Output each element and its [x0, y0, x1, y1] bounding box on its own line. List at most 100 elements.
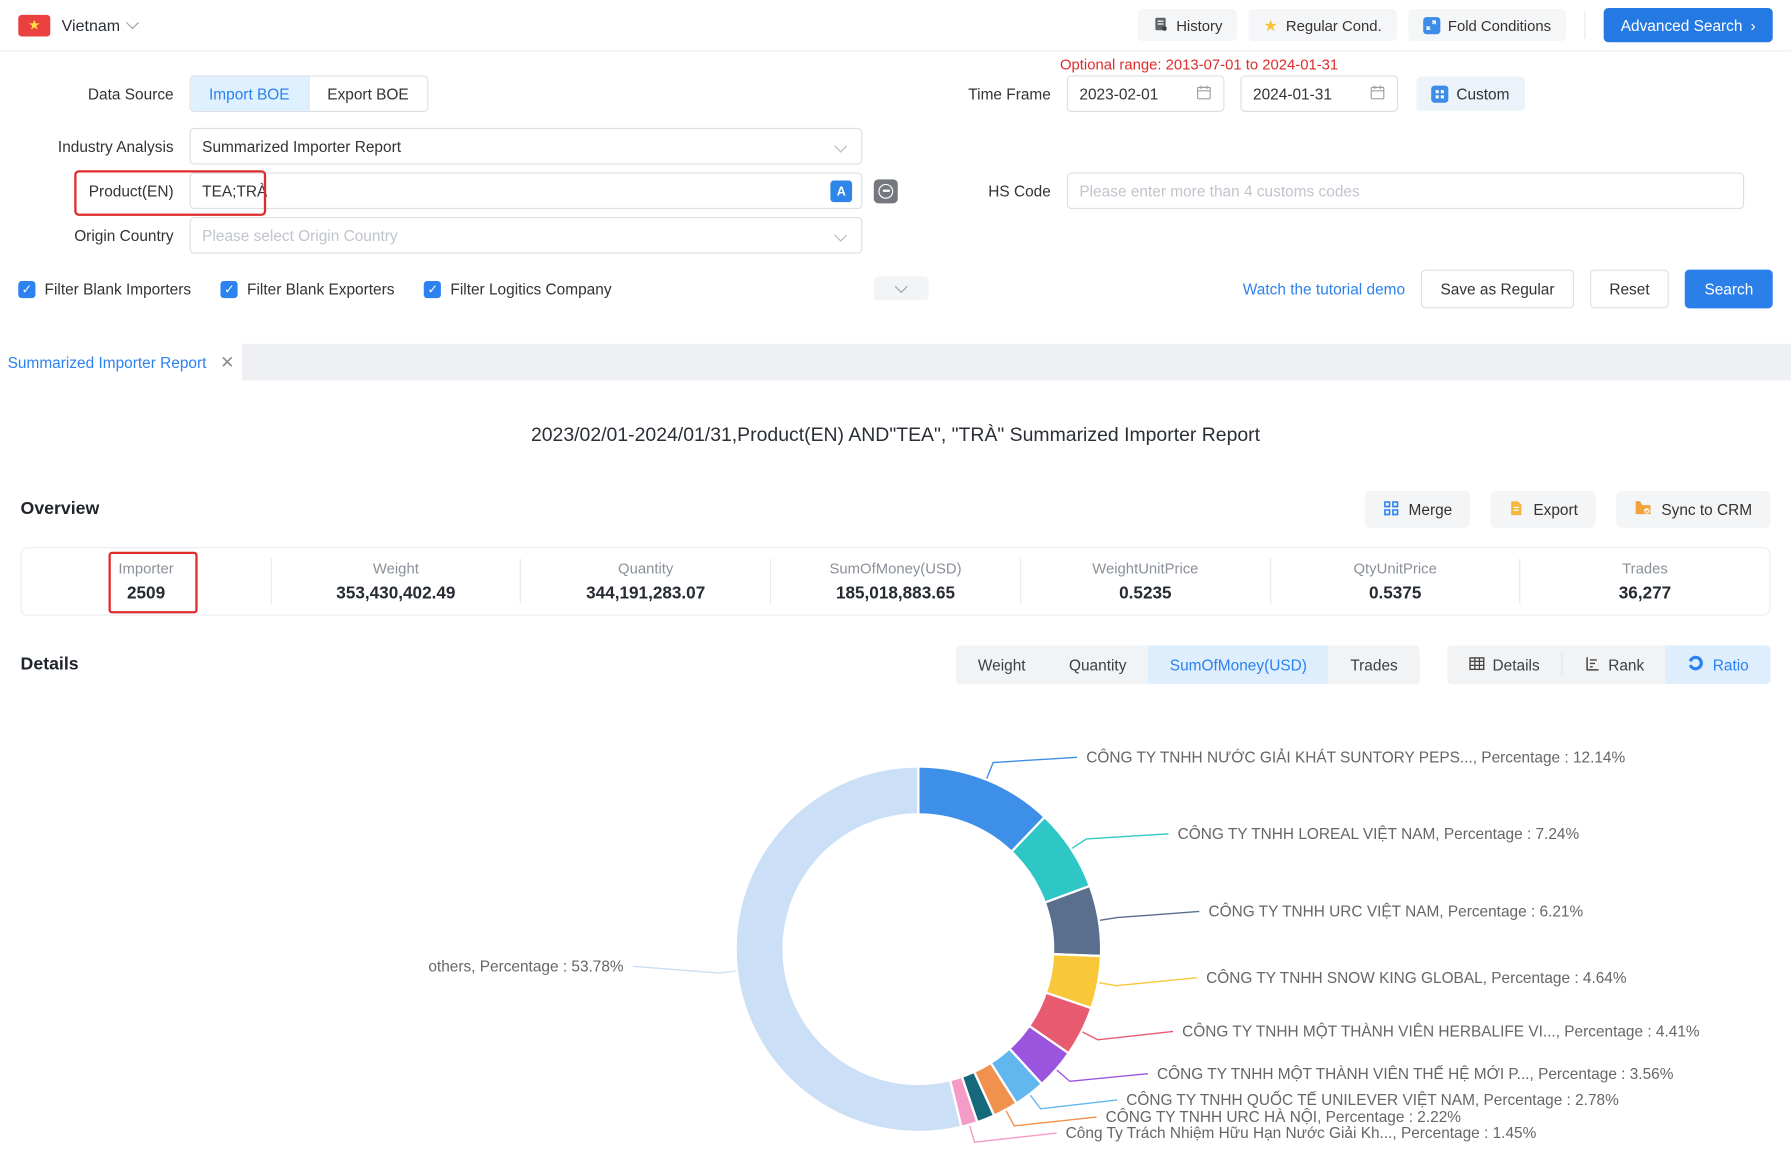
vietnam-flag-icon: ★: [18, 14, 50, 36]
metric-tab-trades[interactable]: Trades: [1329, 645, 1420, 684]
merge-button[interactable]: Merge: [1365, 491, 1470, 528]
donut-chart-icon: [1688, 654, 1705, 675]
reset-button[interactable]: Reset: [1590, 270, 1669, 309]
data-source-switch: Import BOE Export BOE: [190, 75, 429, 112]
view-tab-details[interactable]: Details: [1447, 645, 1562, 684]
details-row: Details Weight Quantity SumOfMoney(USD) …: [21, 645, 1771, 684]
data-source-label: Data Source: [0, 85, 174, 102]
calendar-icon: [1196, 84, 1212, 103]
search-actions: Watch the tutorial demo Save as Regular …: [1243, 271, 1773, 308]
stat-weight-unit-price: WeightUnitPrice 0.5235: [1021, 560, 1270, 603]
metric-tab-sum-of-money[interactable]: SumOfMoney(USD): [1148, 645, 1329, 684]
overview-stats-card: Importer 2509 Weight 353,430,402.49 Quan…: [21, 547, 1771, 616]
stat-importer: Importer 2509: [22, 560, 271, 603]
segment-label: CÔNG TY TNHH MỘT THÀNH VIÊN HERBALIFE VI…: [1182, 1024, 1700, 1041]
label-leader-line: [633, 966, 736, 973]
label-leader-line: [1100, 911, 1199, 920]
origin-country-select[interactable]: Please select Origin Country: [190, 217, 863, 254]
metric-tab-quantity[interactable]: Quantity: [1047, 645, 1148, 684]
filter-logitics-company-checkbox[interactable]: ✓ Filter Logitics Company: [424, 280, 611, 297]
search-button[interactable]: Search: [1685, 270, 1773, 309]
country-name: Vietnam: [62, 16, 120, 34]
chevron-down-icon: [895, 280, 908, 293]
expand-conditions-button[interactable]: [874, 276, 929, 300]
tab-summarized-importer-report[interactable]: Summarized Importer Report ✕: [0, 344, 242, 381]
advanced-search-button[interactable]: Advanced Search ›: [1604, 8, 1773, 42]
label-leader-line: [987, 757, 1077, 778]
country-selector[interactable]: ★ Vietnam: [18, 14, 137, 36]
folder-sync-icon: [1635, 500, 1652, 518]
label-leader-line: [1072, 834, 1168, 849]
stat-quantity: Quantity 344,191,283.07: [521, 560, 770, 603]
star-icon: ★: [1264, 17, 1278, 33]
chevron-down-icon: [126, 16, 139, 29]
divider: [1584, 11, 1585, 38]
time-frame-label: Time Frame: [902, 85, 1050, 102]
product-input-wrap: A: [190, 172, 863, 209]
tab-strip: Summarized Importer Report ✕: [0, 344, 1791, 381]
view-tab-ratio[interactable]: Ratio: [1666, 645, 1771, 684]
industry-analysis-label: Industry Analysis: [0, 138, 174, 155]
save-as-regular-button[interactable]: Save as Regular: [1421, 270, 1574, 309]
origin-country-row: Origin Country Please select Origin Coun…: [0, 217, 862, 254]
hs-code-input-wrap: [1067, 172, 1744, 209]
top-bar: ★ Vietnam History ★ Regular Cond. Fold C…: [0, 0, 1791, 51]
filter-blank-importers-checkbox[interactable]: ✓ Filter Blank Importers: [18, 280, 191, 297]
export-file-icon: [1509, 500, 1524, 519]
hs-code-label: HS Code: [902, 182, 1050, 199]
custom-icon: [1431, 85, 1448, 102]
sync-to-crm-button[interactable]: Sync to CRM: [1617, 491, 1771, 528]
label-leader-line: [1030, 1095, 1117, 1109]
translate-icon[interactable]: A: [830, 180, 852, 202]
table-icon: [1469, 655, 1485, 674]
ratio-donut-chart: CÔNG TY TNHH NƯỚC GIẢI KHÁT SUNTORY PEPS…: [21, 689, 1791, 1165]
label-leader-line: [1057, 1070, 1148, 1081]
close-icon[interactable]: ✕: [220, 354, 234, 371]
overview-actions: Merge Export Sync to CRM: [1365, 491, 1770, 528]
time-frame-row: Time Frame 2023-02-01 2024-01-31 Custom: [902, 75, 1524, 112]
chevron-down-icon: [834, 140, 847, 153]
segment-label: CÔNG TY TNHH URC VIỆT NAM, Percentage : …: [1208, 904, 1583, 921]
product-label: Product(EN): [0, 182, 174, 199]
filter-blank-exporters-checkbox[interactable]: ✓ Filter Blank Exporters: [221, 280, 395, 297]
segment-label: CÔNG TY TNHH LOREAL VIỆT NAM, Percentage…: [1178, 826, 1580, 843]
origin-country-label: Origin Country: [0, 227, 174, 244]
date-from-input[interactable]: 2023-02-01: [1067, 75, 1225, 112]
product-row: Product(EN) A: [0, 172, 898, 209]
donut-segment[interactable]: [736, 766, 962, 1132]
chevron-right-icon: ›: [1750, 17, 1755, 34]
merge-icon: [1383, 500, 1399, 519]
filter-checkbox-row: ✓ Filter Blank Importers ✓ Filter Blank …: [18, 271, 611, 308]
custom-range-button[interactable]: Custom: [1416, 77, 1524, 111]
tutorial-link[interactable]: Watch the tutorial demo: [1243, 280, 1405, 297]
industry-analysis-select[interactable]: Summarized Importer Report: [190, 128, 863, 165]
product-input[interactable]: [202, 182, 850, 199]
segment-label: others, Percentage : 53.78%: [428, 958, 624, 975]
view-toggle-group: Details Rank Ratio: [1447, 645, 1771, 684]
label-leader-line: [970, 1126, 1057, 1142]
date-to-input[interactable]: 2024-01-31: [1240, 75, 1398, 112]
import-boe-tab[interactable]: Import BOE: [191, 77, 308, 111]
metric-tab-weight[interactable]: Weight: [956, 645, 1047, 684]
checkbox-checked-icon: ✓: [18, 280, 35, 297]
rank-icon: [1584, 655, 1600, 674]
history-button[interactable]: History: [1137, 9, 1237, 41]
regular-cond-button[interactable]: ★ Regular Cond.: [1249, 9, 1397, 41]
label-leader-line: [1099, 978, 1197, 986]
stat-weight: Weight 353,430,402.49: [272, 560, 521, 603]
export-button[interactable]: Export: [1491, 491, 1596, 528]
fold-conditions-button[interactable]: Fold Conditions: [1408, 9, 1566, 41]
stat-trades: Trades 36,277: [1521, 560, 1770, 603]
optional-range-text: Optional range: 2013-07-01 to 2024-01-31: [1060, 56, 1338, 73]
export-boe-tab[interactable]: Export BOE: [308, 77, 427, 111]
hs-code-input[interactable]: [1079, 182, 1731, 199]
match-mode-icon[interactable]: [874, 179, 898, 203]
app: ★ Vietnam History ★ Regular Cond. Fold C…: [0, 0, 1791, 1162]
segment-label: CÔNG TY TNHH URC HÀ NỘI, Percentage : 2.…: [1106, 1109, 1462, 1126]
chevron-down-icon: [834, 229, 847, 242]
report-main: 2023/02/01-2024/01/31,Product(EN) AND"TE…: [0, 424, 1791, 1165]
view-tab-rank[interactable]: Rank: [1563, 645, 1666, 684]
segment-label: Công Ty Trách Nhiệm Hữu Hạn Nước Giải Kh…: [1066, 1125, 1537, 1142]
segment-label: CÔNG TY TNHH QUỐC TẾ UNILEVER VIỆT NAM, …: [1126, 1091, 1619, 1109]
checkbox-checked-icon: ✓: [221, 280, 238, 297]
